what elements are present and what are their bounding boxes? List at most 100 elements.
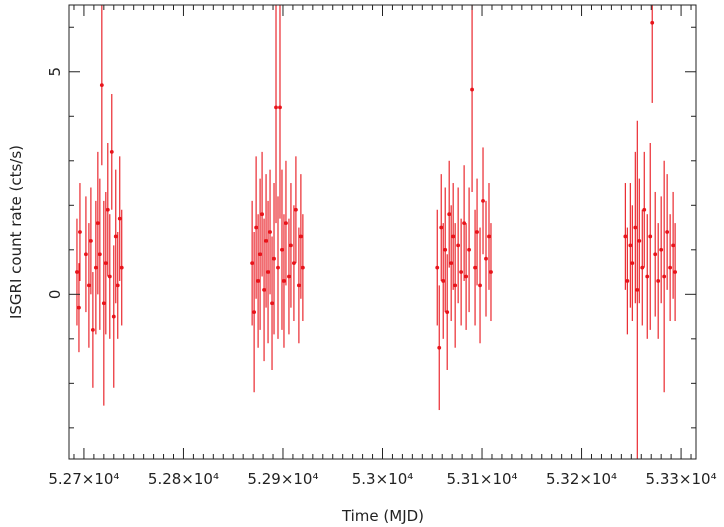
x-tick-label: 5.32×10⁴ (546, 470, 617, 488)
data-point (252, 310, 257, 315)
data-point (464, 274, 468, 279)
data-point (292, 261, 296, 266)
data-point (633, 225, 638, 230)
data-point (272, 256, 276, 261)
data-point (109, 149, 114, 154)
data-point (88, 239, 93, 243)
data-point (287, 274, 291, 279)
data-point (671, 243, 676, 248)
data-point (113, 234, 118, 239)
data-point (111, 314, 116, 319)
data-point (87, 283, 91, 288)
y-tick-label: 5 (46, 67, 64, 77)
data-point (475, 230, 479, 234)
data-point (282, 279, 286, 283)
data-point (258, 252, 262, 257)
data-point (625, 279, 630, 283)
data-point (653, 252, 658, 257)
data-point (462, 221, 467, 225)
data-point (630, 261, 635, 266)
data-point (294, 207, 298, 212)
data-point (260, 212, 264, 217)
data-point (445, 310, 450, 315)
data-point (443, 247, 448, 252)
data-point (78, 230, 82, 234)
x-tick-label: 5.27×10⁴ (48, 470, 119, 488)
data-point (90, 328, 95, 332)
data-point (300, 265, 305, 270)
x-tick-label: 5.29×10⁴ (247, 470, 318, 488)
data-point (453, 283, 458, 288)
data-point (467, 247, 471, 252)
data-point (449, 261, 454, 266)
data-point (662, 274, 667, 279)
data-point (268, 230, 272, 234)
data-point (441, 279, 446, 283)
data-point (473, 265, 477, 270)
data-point (659, 247, 664, 252)
data-point (478, 283, 482, 288)
data-point (668, 265, 673, 270)
data-point (256, 279, 260, 283)
data-point (103, 261, 108, 266)
data-point (623, 234, 628, 239)
data-point (97, 252, 102, 257)
x-tick-label: 5.3×10⁴ (352, 470, 414, 488)
data-point (648, 234, 653, 239)
data-point (487, 234, 491, 239)
data-point (95, 221, 100, 225)
data-point (278, 105, 282, 110)
data-point (254, 225, 259, 230)
x-axis-title: Time (MJD) (341, 507, 424, 525)
data-point (456, 243, 461, 248)
data-point (451, 234, 456, 239)
data-point (93, 265, 98, 270)
data-point (107, 274, 112, 279)
data-point (119, 265, 124, 270)
data-point (270, 301, 274, 306)
data-point (459, 270, 464, 274)
data-layer (75, 5, 677, 459)
y-tick-label: 0 (46, 290, 64, 300)
data-point (645, 274, 650, 279)
data-point (640, 265, 645, 270)
data-point (447, 212, 452, 217)
data-point (642, 207, 647, 212)
data-point (481, 198, 485, 203)
data-point (650, 20, 655, 25)
data-point (117, 216, 122, 221)
data-point (637, 239, 642, 243)
data-point (274, 105, 278, 110)
data-point (656, 279, 661, 283)
data-point (250, 261, 255, 266)
x-tick-label: 5.28×10⁴ (148, 470, 219, 488)
data-point (276, 265, 280, 270)
data-point (280, 247, 284, 252)
data-point (284, 221, 288, 225)
data-point (435, 265, 440, 270)
y-axis-title: ISGRI count rate (cts/s) (7, 145, 25, 319)
axis-ticks: 5.27×10⁴ 5.28×10⁴ 5.29×10⁴ 5.3×10⁴ 5.31×10⁴ 5… (46, 5, 717, 488)
data-point (75, 270, 79, 274)
data-point (101, 301, 106, 306)
data-point (115, 283, 120, 288)
data-point (99, 83, 104, 88)
series-0 (75, 5, 677, 459)
data-point (439, 225, 444, 230)
data-point (673, 270, 677, 274)
data-point (262, 287, 266, 292)
data-point (635, 287, 640, 292)
data-point (484, 256, 488, 261)
data-point (105, 207, 110, 212)
data-point (665, 230, 670, 234)
data-point (289, 243, 293, 248)
data-point (297, 283, 301, 288)
data-point (470, 87, 474, 92)
data-point (77, 305, 81, 310)
data-point (298, 234, 303, 239)
data-point (489, 270, 493, 274)
data-point (628, 243, 633, 248)
data-point (264, 239, 268, 243)
